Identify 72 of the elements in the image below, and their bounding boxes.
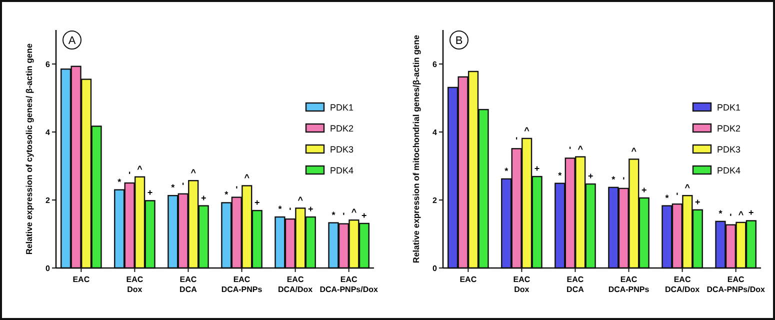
- annotation: ^: [351, 207, 358, 218]
- y-tick-label: 6: [432, 60, 438, 69]
- legend-label: PDK3: [330, 144, 354, 154]
- annotation: *: [118, 176, 122, 187]
- x-tick-label: EAC DCA-PNPs/Dox: [320, 275, 378, 294]
- x-tick-label: EAC DCA/Dox: [664, 275, 700, 294]
- annotation: *: [504, 166, 509, 176]
- x-tick-label: EAC DCA/Dox: [278, 275, 314, 294]
- annotation: *: [718, 208, 723, 218]
- y-axis-title: Relative expression of mitochondrial genes/β-actin gene: [411, 34, 421, 264]
- x-tick-label: EAC DCA-PNPs: [608, 275, 650, 294]
- annotation: ': [569, 145, 572, 156]
- y-tick-label: 2: [46, 196, 51, 205]
- annotation: ': [730, 212, 732, 222]
- annotation: *: [665, 192, 670, 203]
- annotation: ^: [684, 182, 691, 193]
- y-tick-label: 4: [432, 128, 438, 137]
- x-tick-label: EAC DCA: [566, 275, 584, 294]
- legend-label: PDK4: [717, 166, 741, 176]
- annotation: ': [516, 136, 518, 146]
- annotation: ': [289, 206, 292, 216]
- y-tick-label: 0: [46, 264, 51, 273]
- y-axis-title: Relative expression of cytosolic genes/ β-actin gene: [24, 43, 34, 255]
- legend-label: PDK4: [330, 166, 354, 176]
- x-tick-label: EAC DCA: [180, 275, 198, 294]
- annotation: +: [748, 208, 754, 218]
- annotation: ^: [298, 195, 304, 206]
- y-tick-label: 4: [46, 128, 51, 137]
- x-tick-label: EAC DCA-PNPs: [221, 275, 263, 294]
- y-tick-label: 2: [432, 196, 438, 205]
- annotation: ^: [524, 125, 530, 136]
- x-tick-label: EAC: [460, 275, 477, 284]
- y-tick-label: 0: [432, 264, 438, 273]
- annotation: ^: [578, 144, 584, 154]
- annotation: *: [171, 182, 176, 193]
- y-tick-label: 6: [46, 60, 51, 69]
- annotation: ^: [738, 209, 744, 220]
- annotation: *: [278, 204, 282, 214]
- annotation: +: [534, 164, 540, 174]
- x-tick-label: EAC: [72, 275, 90, 284]
- legend-label: PDK3: [717, 144, 741, 154]
- annotation: ^: [190, 168, 197, 178]
- annotation: +: [147, 188, 153, 198]
- annotation: ': [182, 180, 184, 191]
- legend-label: PDK2: [717, 124, 741, 134]
- annotation: ^: [137, 164, 144, 174]
- legend-label: PDK1: [330, 102, 354, 112]
- annotation: ^: [244, 172, 250, 183]
- annotation: ': [236, 184, 238, 194]
- annotation: ^: [631, 146, 638, 156]
- chart-title: A: [68, 35, 76, 47]
- annotation: +: [308, 204, 314, 214]
- annotation: +: [695, 196, 700, 207]
- annotation: +: [200, 192, 206, 203]
- annotation: +: [588, 171, 594, 182]
- chart-title: B: [455, 35, 463, 47]
- x-tick-label: EAC Dox: [126, 275, 144, 294]
- annotation: +: [362, 210, 367, 220]
- annotation: *: [558, 170, 562, 180]
- x-tick-label: EAC DCA-PNPs/Dox: [706, 275, 766, 294]
- annotation: *: [612, 174, 616, 184]
- annotation: ': [676, 191, 678, 202]
- annotation: ': [342, 210, 345, 221]
- legend-label: PDK2: [330, 124, 354, 134]
- annotation: +: [641, 184, 647, 195]
- annotation: +: [254, 198, 260, 208]
- x-tick-label: EAC Dox: [513, 275, 530, 294]
- annotation: *: [224, 190, 229, 200]
- legend-label: PDK1: [717, 102, 741, 112]
- annotation: ': [622, 175, 625, 186]
- annotation: *: [332, 210, 336, 220]
- annotation: ': [128, 170, 131, 180]
